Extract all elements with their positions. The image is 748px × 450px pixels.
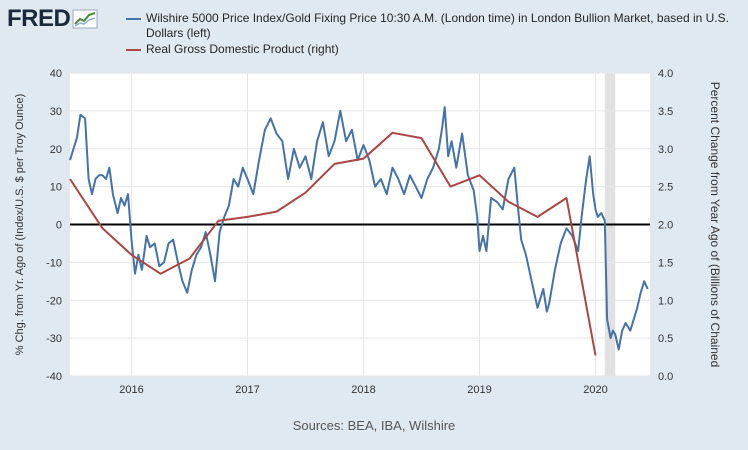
x-tick-label: 2017 [235,384,259,396]
legend-item-real-gdp[interactable]: Real Gross Domestic Product (right) [126,42,736,57]
legend-swatch-wilshire-gold [126,18,141,20]
x-tick-label: 2020 [583,384,607,396]
y-tick-left-label: -10 [46,257,62,269]
y-tick-left-label: -20 [46,295,62,307]
y-tick-right-label: 1.0 [658,295,673,307]
y-tick-right-label: 0.5 [658,333,673,345]
y-tick-left-label: -40 [46,371,62,383]
legend-item-wilshire-gold[interactable]: Wilshire 5000 Price Index/Gold Fixing Pr… [126,11,736,41]
y-tick-right-label: 3.5 [658,106,673,118]
x-tick-label: 2018 [351,384,375,396]
chart-line-icon [72,9,98,29]
fred-logo-text: FRED [7,5,71,32]
y-tick-left-label: 0 [56,220,62,232]
y-tick-left-label: 40 [50,68,62,80]
legend-swatch-real-gdp [126,49,141,51]
y-axis-left-label: % Chg. from Yr. Ago of (Index/U.S. $ per… [14,94,26,355]
chart-legend: Wilshire 5000 Price Index/Gold Fixing Pr… [126,11,736,57]
y-tick-right-label: 2.0 [658,220,673,232]
series-line-wilshire-gold [69,106,649,351]
y-tick-right-label: 1.5 [658,257,673,269]
y-tick-left-label: 20 [50,144,62,156]
y-tick-right-label: 4.0 [658,68,673,80]
y-tick-right-label: 0.0 [658,371,673,383]
legend-label-real-gdp: Real Gross Domestic Product (right) [146,42,339,56]
source-note: Sources: BEA, IBA, Wilshire [292,418,456,433]
y-tick-left-label: 10 [50,182,62,194]
series-line-real-gdp [69,131,597,356]
y-tick-right-label: 2.5 [658,182,673,194]
y-axis-right-label: Percent Change from Year Ago of (Billion… [708,82,722,368]
y-tick-right-label: 3.0 [658,144,673,156]
fred-logo[interactable]: FRED [7,5,98,32]
x-tick-label: 2019 [467,384,491,396]
y-tick-left-label: -30 [46,333,62,345]
x-tick-label: 2016 [119,384,143,396]
legend-label-wilshire-gold: Wilshire 5000 Price Index/Gold Fixing Pr… [146,11,729,40]
y-tick-left-label: 30 [50,106,62,118]
